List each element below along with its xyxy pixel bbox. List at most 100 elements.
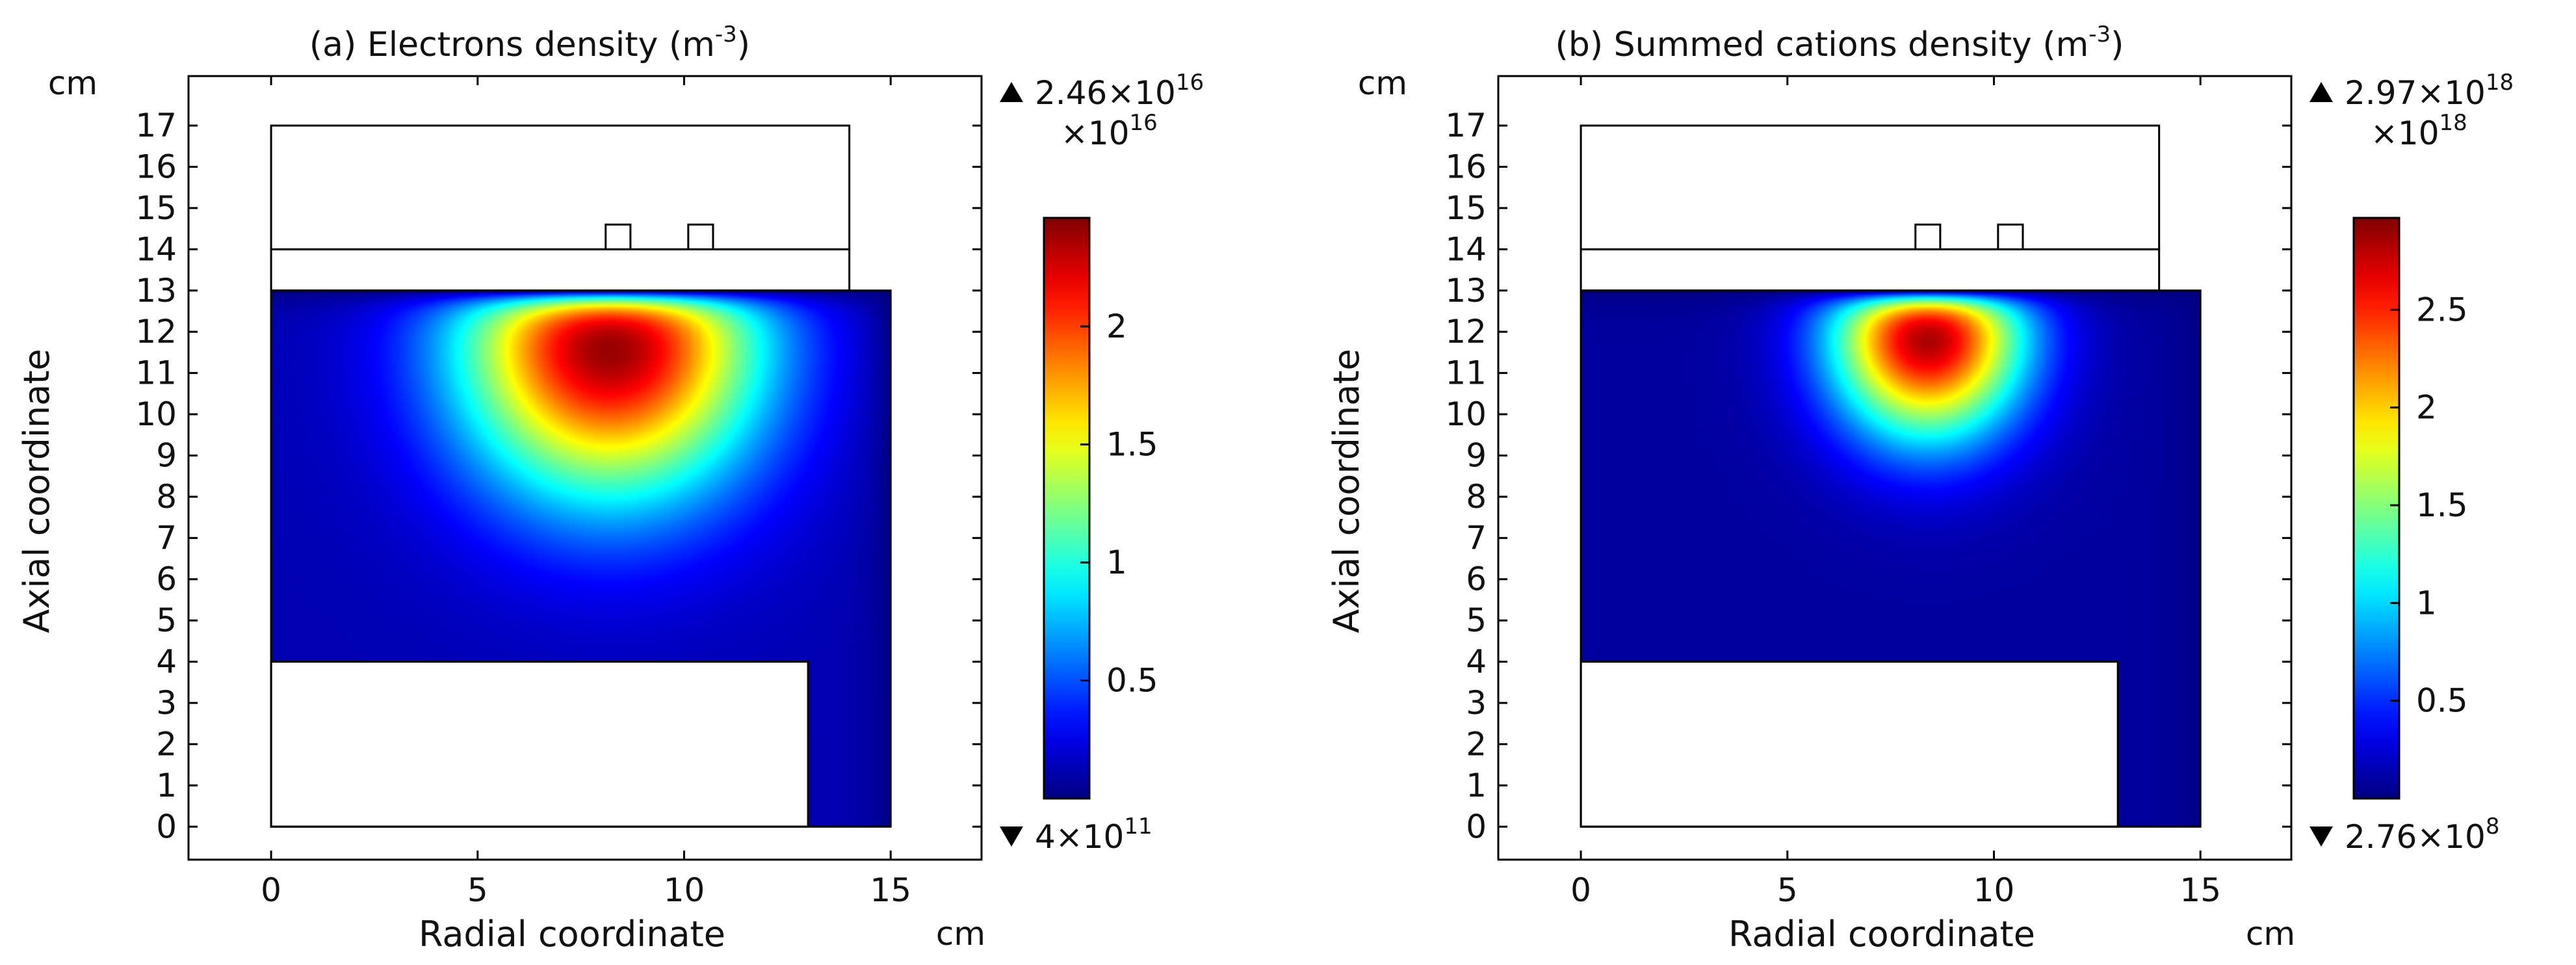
y-tick-label: 4 — [1466, 643, 1487, 681]
colorbar-tick-label: 0.5 — [2416, 682, 2468, 720]
y-tick-label: 0 — [156, 808, 177, 845]
colorbar-scale-label: ×1018 — [2371, 110, 2467, 152]
x-axis-ticks: 0 5 10 15 — [1570, 76, 2221, 909]
colorbar-gradient — [2352, 217, 2400, 800]
reactor-geometry — [1580, 124, 2202, 828]
y-tick-label: 17 — [1445, 107, 1487, 144]
y-tick-label: 0 — [1466, 808, 1487, 845]
x-tick-label: 15 — [2179, 871, 2221, 909]
colorbar-max-label: 2.46×1016 — [1035, 70, 1204, 112]
y-tick-label: 13 — [135, 272, 177, 310]
panel-electrons-density: (a) Electrons density (m-3) cm cm Radial… — [16, 21, 1204, 955]
y-axis-label: Axial coordinate — [1326, 349, 1367, 633]
colorbar-tick-label: 2.5 — [2416, 291, 2468, 328]
y-tick-label: 7 — [156, 519, 177, 557]
colorbar-tick-label: 0.5 — [1106, 661, 1158, 699]
y-tick-label: 17 — [135, 107, 177, 144]
colorbar-max-label: 2.97×1018 — [2345, 70, 2514, 112]
x-tick-label: 10 — [664, 871, 705, 909]
y-tick-label: 7 — [1466, 519, 1487, 557]
colorbar-tick-label: 2 — [2416, 389, 2437, 427]
y-tick-label: 14 — [1445, 230, 1487, 268]
lower-electrode — [1580, 661, 2119, 828]
y-tick-label: 11 — [1445, 354, 1487, 392]
y-tick-label: 6 — [1466, 561, 1487, 598]
y-tick-label: 15 — [1445, 189, 1487, 227]
y-unit-label: cm — [1358, 64, 1407, 102]
y-tick-label: 12 — [1445, 313, 1487, 350]
plot-frame — [187, 75, 983, 861]
colorbar-tick-label: 1 — [2416, 584, 2437, 622]
y-tick-label: 16 — [135, 148, 177, 186]
dielectric-window — [1580, 248, 2161, 292]
colorbar-min-label: 2.76×108 — [2345, 813, 2500, 856]
panel-cations-density: (b) Summed cations density (m-3) cm cm R… — [1326, 21, 2514, 955]
y-tick-label: 9 — [1466, 436, 1487, 474]
x-tick-label: 0 — [261, 871, 281, 909]
dielectric-window — [270, 248, 851, 292]
colorbar-tick-label: 2 — [1106, 308, 1127, 345]
plot-frame — [1497, 75, 2293, 861]
x-axis-label: Radial coordinate — [1728, 914, 2035, 955]
x-axis-ticks: 0 5 10 15 — [261, 76, 911, 909]
x-tick-label: 15 — [870, 871, 911, 909]
y-tick-label: 3 — [156, 684, 177, 722]
chart-title: (a) Electrons density (m-3) — [309, 21, 750, 64]
coil-turn-1 — [1914, 223, 1942, 250]
x-tick-label: 5 — [467, 871, 488, 909]
y-tick-label: 2 — [1466, 725, 1487, 763]
colorbar: 2.97×1018 ×1018 0.5 1 1.5 2 2.5 2.76×108 — [2309, 70, 2514, 856]
coil-housing — [270, 124, 851, 250]
coil-turn-2 — [1997, 223, 2024, 250]
colorbar-tick-label: 1.5 — [2416, 486, 2468, 524]
chart-title: (b) Summed cations density (m-3) — [1555, 21, 2124, 64]
y-tick-label: 14 — [135, 230, 177, 268]
y-tick-label: 11 — [135, 354, 177, 392]
colorbar-tick-label: 1.5 — [1106, 425, 1158, 463]
y-tick-label: 1 — [156, 767, 177, 804]
colorbar-ticks: 0.5 1 1.5 2 — [1080, 308, 1158, 699]
plasma-region-outline — [1580, 289, 2202, 828]
y-tick-label: 13 — [1445, 272, 1487, 310]
x-tick-label: 5 — [1777, 871, 1798, 909]
x-unit-label: cm — [2246, 915, 2295, 953]
min-marker-triangle-icon — [2309, 826, 2333, 847]
y-tick-label: 8 — [156, 478, 177, 516]
coil-turn-2 — [687, 223, 714, 250]
y-tick-label: 16 — [1445, 148, 1487, 186]
y-tick-label: 8 — [1466, 478, 1487, 516]
x-axis-label: Radial coordinate — [419, 914, 725, 955]
y-tick-label: 5 — [1466, 601, 1487, 639]
max-marker-triangle-icon — [1000, 82, 1023, 102]
coil-turn-1 — [605, 223, 632, 250]
y-tick-label: 1 — [1466, 767, 1487, 804]
y-tick-label: 9 — [156, 436, 177, 474]
coil-housing — [1580, 124, 2161, 250]
y-tick-label: 15 — [135, 189, 177, 227]
reactor-geometry — [270, 124, 892, 828]
colorbar: 2.46×1016 ×1016 0.5 1 1.5 2 4×1011 — [1000, 70, 1204, 856]
colorbar-gradient — [1043, 217, 1091, 800]
plasma-region-outline — [270, 289, 892, 828]
colorbar-tick-label: 1 — [1106, 544, 1127, 581]
y-tick-label: 10 — [135, 395, 177, 433]
colorbar-min-label: 4×1011 — [1035, 813, 1152, 856]
y-tick-label: 4 — [156, 643, 177, 681]
y-tick-label: 5 — [156, 601, 177, 639]
min-marker-triangle-icon — [1000, 826, 1023, 847]
colorbar-ticks: 0.5 1 1.5 2 2.5 — [2390, 291, 2468, 720]
colorbar-scale-label: ×1016 — [1061, 110, 1158, 152]
y-tick-label: 6 — [156, 561, 177, 598]
y-tick-label: 10 — [1445, 395, 1487, 433]
x-tick-label: 10 — [1973, 871, 2015, 909]
y-tick-label: 2 — [156, 725, 177, 763]
x-unit-label: cm — [936, 915, 985, 953]
y-unit-label: cm — [48, 64, 98, 102]
y-tick-label: 12 — [135, 313, 177, 350]
y-axis-label: Axial coordinate — [16, 349, 57, 633]
max-marker-triangle-icon — [2309, 82, 2333, 102]
x-tick-label: 0 — [1570, 871, 1591, 909]
